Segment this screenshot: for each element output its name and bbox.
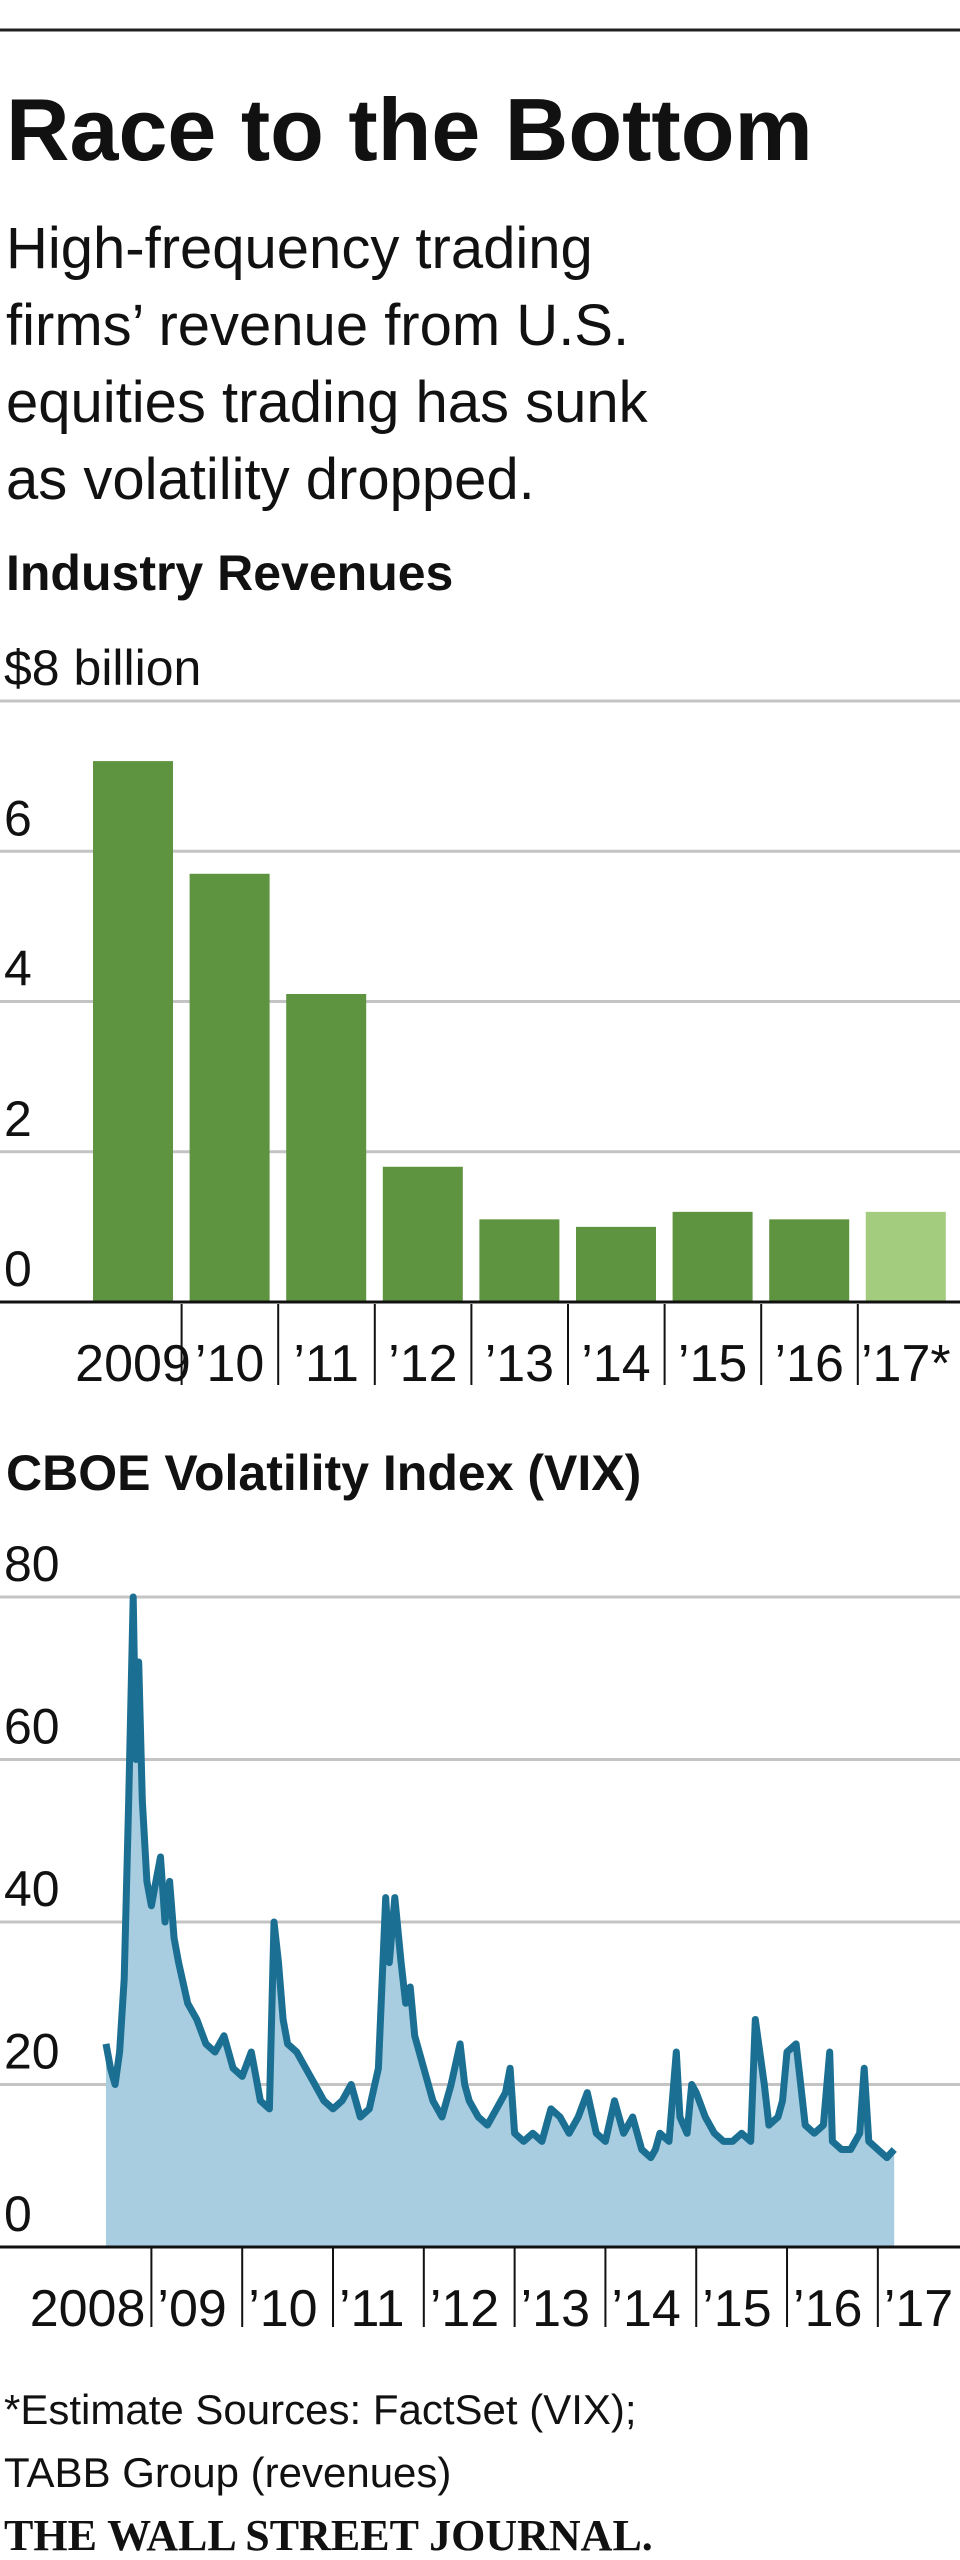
line xyxy=(102,1593,897,2162)
x-tick-label: ’10 xyxy=(248,2280,317,2338)
x-tick-label: ’10 xyxy=(195,1335,264,1393)
footnote: TABB Group (revenues) xyxy=(4,2449,451,2496)
x-tick-label: ’12 xyxy=(388,1335,457,1393)
y-tick-label: 6 xyxy=(4,790,32,846)
x-tick-label: 2009 xyxy=(75,1335,191,1393)
x-tick-label: ’13 xyxy=(485,1335,554,1393)
y-tick-label: $8 billion xyxy=(4,640,201,696)
footnote: *Estimate Sources: FactSet (VIX); xyxy=(4,2386,637,2433)
chart-title: CBOE Volatility Index (VIX) xyxy=(6,1445,641,1501)
y-tick-label: 0 xyxy=(4,1241,32,1297)
x-tick-label: ’15 xyxy=(702,2280,771,2338)
publisher: THE WALL STREET JOURNAL. xyxy=(4,2511,653,2560)
subtitle-line: as volatility dropped. xyxy=(6,447,535,512)
x-tick-label: ’14 xyxy=(611,2280,680,2338)
x-tick-label: ’13 xyxy=(521,2280,590,2338)
bar xyxy=(286,993,367,1302)
bar xyxy=(93,761,173,1302)
y-tick-label: 80 xyxy=(4,1536,60,1592)
y-tick-label: 0 xyxy=(4,2186,32,2242)
x-tick-label: ’14 xyxy=(581,1335,650,1393)
y-tick-label: 40 xyxy=(4,1861,60,1917)
bar xyxy=(865,1211,946,1302)
x-tick-label: ’17 xyxy=(884,2280,953,2338)
bar xyxy=(576,1226,656,1302)
x-tick-label: ’16 xyxy=(793,2280,862,2338)
subtitle-line: firms’ revenue from U.S. xyxy=(6,293,629,358)
bar xyxy=(672,1211,753,1302)
x-tick-label: ’12 xyxy=(430,2280,499,2338)
chart-title: Industry Revenues xyxy=(6,545,453,601)
y-tick-label: 20 xyxy=(4,2024,60,2080)
subtitle-line: High-frequency trading xyxy=(6,216,593,281)
bar xyxy=(189,873,270,1302)
area xyxy=(106,1597,895,2247)
bar xyxy=(769,1219,850,1302)
x-tick-label: 2008 xyxy=(30,2280,146,2338)
bar xyxy=(382,1166,463,1302)
x-tick-label: ’11 xyxy=(339,2280,405,2338)
y-tick-label: 60 xyxy=(4,1699,60,1755)
subtitle-line: equities trading has sunk xyxy=(6,370,649,435)
x-tick-label: ’11 xyxy=(293,1335,359,1393)
y-tick-label: 4 xyxy=(4,941,32,997)
bar xyxy=(479,1219,560,1302)
title: Race to the Bottom xyxy=(6,80,813,179)
x-tick-label: ’15 xyxy=(678,1335,747,1393)
x-tick-label: ’09 xyxy=(157,2280,226,2338)
x-tick-label: ’16 xyxy=(774,1335,843,1393)
y-tick-label: 2 xyxy=(4,1091,32,1147)
x-tick-label: ’17* xyxy=(861,1335,951,1393)
